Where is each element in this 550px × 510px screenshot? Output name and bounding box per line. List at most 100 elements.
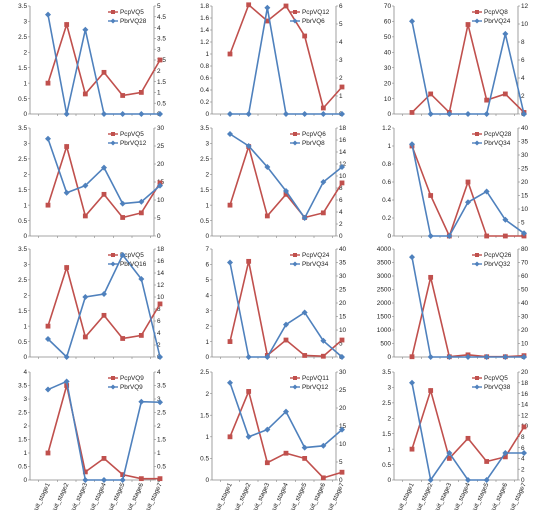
data-point-PcpVQ9	[138, 476, 144, 482]
left-tick-label: 4	[23, 369, 27, 376]
data-point-PcpVQ12	[302, 33, 308, 39]
left-tick-label: 1.5	[200, 412, 209, 419]
chart-panel-3: 010203040506070024681012PcpVQ8PbrVQ24	[384, 3, 529, 118]
chart-panel-11: 00.511.522.5051015202530Fruit_stage1Frui…	[200, 369, 347, 510]
right-tick-label: 6	[339, 3, 343, 10]
right-tick-label: 50	[521, 287, 529, 294]
left-tick-label: 3	[205, 141, 209, 148]
data-point-PcpVQ5	[101, 69, 107, 75]
left-tick-label: 3.5	[18, 246, 27, 253]
left-tick-label: 1.5	[18, 308, 27, 315]
data-point-PcpVQ5	[521, 424, 527, 430]
legend-marker	[110, 384, 116, 390]
data-point-PbrVQ24	[446, 111, 453, 117]
right-tick-label: 35	[339, 260, 347, 267]
left-tick-label: 1.5	[18, 65, 27, 72]
data-point-PbrVQ12	[320, 442, 327, 449]
data-point-PbrVQ8	[245, 143, 252, 149]
right-tick-label: 4	[339, 209, 343, 216]
data-point-PbrVQ34	[264, 354, 271, 360]
right-tick-label: 0	[339, 477, 343, 484]
legend-label: PcpVQ8	[484, 9, 508, 16]
left-tick-label: 20	[384, 80, 392, 87]
data-point-PbrVQ12	[119, 200, 126, 207]
legend-label: PbrVQ8	[302, 140, 325, 147]
left-tick-label: 1	[23, 202, 27, 209]
legend-label: PcpVQ28	[484, 131, 512, 138]
data-point-PcpVQ8	[409, 110, 415, 115]
right-tick-label: 3	[339, 57, 343, 64]
data-point-PcpVQ12	[320, 105, 326, 111]
left-tick-label: 3000	[377, 273, 392, 280]
data-point-PbrVQ9	[82, 477, 89, 483]
data-point-PbrVQ9	[45, 386, 51, 393]
legend-label: PbrVQ38	[484, 384, 511, 391]
x-category-label: Fruit_stage1	[212, 481, 234, 510]
data-point-PbrVQ16	[119, 252, 126, 258]
data-point-PbrVQ16	[63, 354, 70, 360]
x-category-label: Fruit_stage5	[287, 481, 309, 510]
left-tick-label: 3	[23, 396, 27, 403]
right-tick-label: 5	[339, 21, 343, 28]
left-tick-label: 6	[205, 262, 209, 269]
right-tick-label: 20	[339, 405, 347, 412]
left-tick-label: 0	[23, 111, 27, 118]
data-point-PbrVQ38	[502, 450, 509, 456]
data-point-PbrVQ12	[264, 426, 271, 433]
data-point-PcpVQ8	[428, 91, 434, 97]
legend-label: PbrVQ32	[484, 261, 511, 268]
data-point-PbrVQ12	[283, 408, 289, 415]
right-tick-label: 70	[521, 260, 529, 267]
right-tick-label: 20	[521, 179, 529, 186]
right-tick-label: 10	[339, 173, 347, 180]
legend-label: PcpVQ12	[302, 9, 330, 16]
legend-label: PbrVQ34	[302, 261, 329, 268]
left-tick-label: 1	[23, 323, 27, 330]
right-tick-label: 5	[157, 3, 161, 10]
data-point-PbrVQ28	[101, 111, 107, 117]
left-tick-label: 2.5	[382, 400, 391, 407]
legend-label: PcpVQ5	[120, 131, 144, 138]
left-tick-label: 2	[23, 171, 27, 178]
legend-marker	[293, 132, 297, 136]
data-point-PbrVQ16	[101, 291, 107, 297]
data-point-PcpVQ24	[246, 258, 252, 264]
right-tick-label: 1	[339, 93, 343, 100]
series-line-PcpVQ11	[229, 388, 343, 479]
right-tick-label: 0	[157, 233, 161, 240]
data-point-PbrVQ34	[245, 354, 252, 360]
right-tick-label: 12	[339, 161, 347, 168]
data-point-PbrVQ24	[465, 111, 471, 117]
right-tick-label: 30	[521, 152, 529, 159]
right-tick-label: 3.5	[157, 36, 166, 43]
legend-marker	[475, 253, 479, 257]
left-tick-label: 3	[205, 308, 209, 315]
series-line-PcpVQ5	[411, 387, 525, 463]
right-tick-label: 5	[339, 459, 343, 466]
right-tick-label: 20	[339, 300, 347, 307]
left-tick-label: 2.5	[18, 34, 27, 41]
data-point-PcpVQ5	[446, 456, 452, 461]
right-tick-label: 60	[521, 273, 529, 280]
right-tick-label: 2	[339, 221, 343, 228]
data-point-PbrVQ34	[502, 216, 509, 223]
right-tick-label: 10	[157, 294, 165, 301]
left-tick-label: 2	[205, 323, 209, 330]
right-tick-label: 2	[157, 342, 161, 349]
data-point-PbrVQ28	[138, 111, 145, 117]
x-category-label: Fruit_stage6	[306, 481, 328, 510]
left-tick-label: 1.2	[382, 125, 391, 132]
legend-label: PcpVQ5	[484, 375, 508, 382]
data-point-PbrVQ34	[427, 233, 434, 239]
data-point-PcpVQ5	[465, 435, 471, 441]
right-tick-label: 5	[157, 215, 161, 222]
left-tick-label: 1.5	[18, 187, 27, 194]
x-category-label: Fruit_stage3	[68, 481, 90, 510]
right-tick-label: 6	[521, 57, 525, 64]
left-tick-label: 1	[205, 339, 209, 346]
left-tick-label: 0.4	[200, 87, 209, 94]
data-point-PcpVQ5	[409, 446, 415, 452]
data-point-PbrVQ16	[157, 354, 163, 360]
left-tick-label: 2.5	[18, 156, 27, 163]
left-tick-label: 1	[205, 51, 209, 58]
